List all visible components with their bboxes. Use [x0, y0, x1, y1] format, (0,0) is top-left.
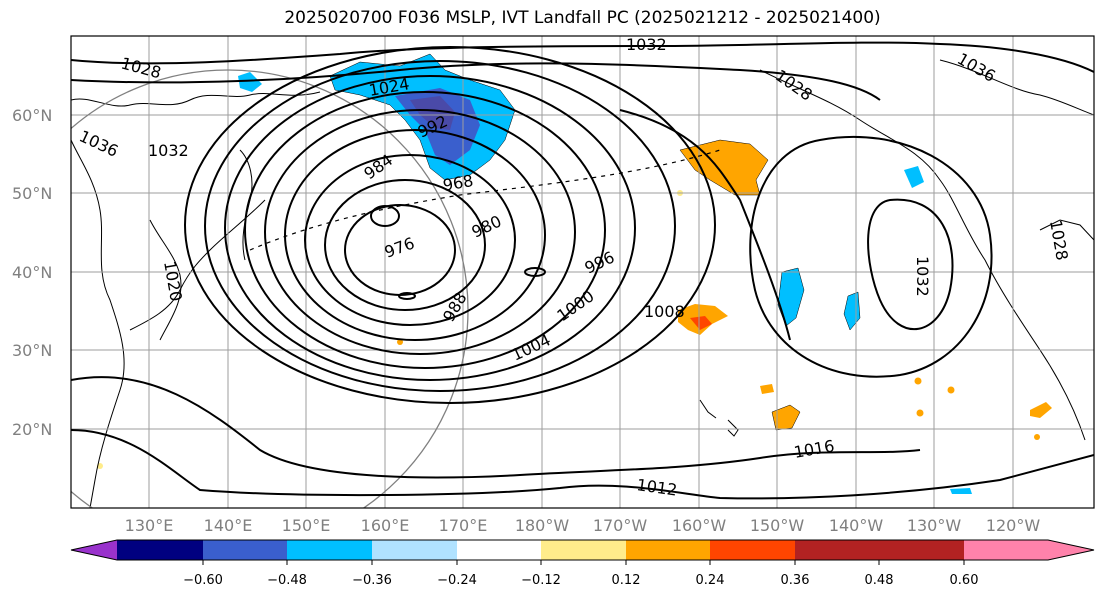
- latitude-labels: 60°N 50°N 40°N 30°N 20°N: [12, 106, 52, 439]
- lon-label: 130°E: [125, 516, 174, 535]
- lon-label: 130°W: [907, 516, 962, 535]
- contour-label: 1008: [644, 302, 685, 321]
- colorbar-tick-label: 0.48: [865, 573, 894, 588]
- colorbar-tick-label: 0.36: [781, 573, 810, 588]
- lon-label: 160°W: [672, 516, 727, 535]
- lon-label: 160°E: [361, 516, 410, 535]
- colorbar-segment: [117, 540, 203, 560]
- lon-label: 150°E: [282, 516, 331, 535]
- colorbar-tick-label: −0.24: [437, 573, 477, 588]
- colorbar: −0.60 −0.48 −0.36 −0.24 −0.12 0.12 0.24 …: [70, 539, 1095, 588]
- colorbar-segment: [372, 540, 457, 560]
- dashed-track: [249, 149, 721, 251]
- lat-label: 60°N: [12, 106, 52, 125]
- lon-label: 170°W: [593, 516, 648, 535]
- lon-label: 140°E: [204, 516, 253, 535]
- colorbar-segment: [626, 540, 710, 560]
- lat-label: 40°N: [12, 263, 52, 282]
- ivt-negative-shading: [238, 53, 972, 494]
- contour-label: 1032: [913, 256, 932, 297]
- colorbar-tick-label: 0.60: [950, 573, 979, 588]
- colorbar-extension-left: [71, 540, 117, 560]
- map-panel: 1032 1036 1028 1028 1024 992 984 968 103…: [71, 35, 1094, 508]
- colorbar-tick-label: −0.36: [352, 573, 392, 588]
- lon-label: 180°W: [515, 516, 570, 535]
- longitude-labels: 130°E 140°E 150°E 160°E 170°E 180°W 170°…: [125, 516, 1041, 535]
- colorbar-tick-label: −0.60: [183, 573, 223, 588]
- map-title: 2025020700 F036 MSLP, IVT Landfall PC (2…: [284, 8, 881, 28]
- map-frame: [70, 35, 1095, 509]
- colorbar-segment: [541, 540, 626, 560]
- colorbar-segment: [203, 540, 287, 560]
- lon-label: 120°W: [986, 516, 1041, 535]
- lon-label: 140°W: [829, 516, 884, 535]
- colorbar-tick-label: −0.48: [267, 573, 307, 588]
- colorbar-segment: [879, 540, 964, 560]
- lon-label: 150°W: [750, 516, 805, 535]
- contour-label: 1032: [148, 141, 189, 160]
- colorbar-segment: [795, 540, 879, 560]
- colorbar-segment: [710, 540, 795, 560]
- contour-label: 1032: [626, 35, 667, 54]
- lat-label: 50°N: [12, 184, 52, 203]
- mslp-isobars: [71, 41, 1094, 500]
- lon-label: 170°E: [439, 516, 488, 535]
- colorbar-tick-label: −0.12: [521, 573, 561, 588]
- colorbar-tick-label: 0.12: [612, 573, 641, 588]
- colorbar-outline: [70, 539, 1095, 561]
- colorbar-tick-label: 0.24: [696, 573, 725, 588]
- lat-label: 30°N: [12, 341, 52, 360]
- ivt-positive-shading: [97, 139, 1052, 469]
- graticule: [71, 36, 1094, 508]
- colorbar-segment: [457, 540, 541, 560]
- lat-label: 20°N: [12, 420, 52, 439]
- colorbar-segment: [287, 540, 372, 560]
